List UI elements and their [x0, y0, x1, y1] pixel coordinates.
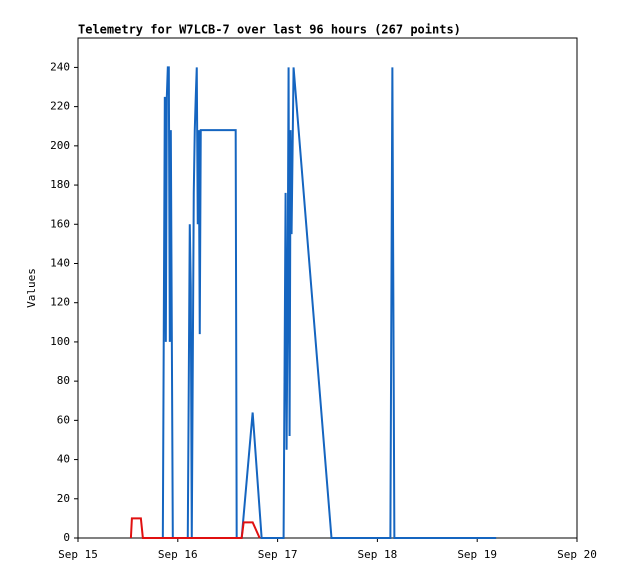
x-tick-label: Sep 18: [358, 548, 398, 561]
y-tick-label: 200: [50, 139, 70, 152]
plot-frame: [77, 37, 578, 539]
x-tick-label: Sep 19: [457, 548, 497, 561]
y-tick-label: 0: [63, 531, 70, 544]
y-tick-label: 220: [50, 100, 70, 113]
x-tick-label: Sep 15: [58, 548, 98, 561]
y-tick-label: 60: [57, 413, 70, 426]
y-tick-label: 160: [50, 217, 70, 230]
y-tick-label: 20: [57, 492, 70, 505]
chart-title: Telemetry for W7LCB-7 over last 96 hours…: [78, 23, 461, 37]
series-line: [129, 517, 261, 539]
series-line: [161, 66, 497, 539]
x-tick-label: Sep 20: [557, 548, 597, 561]
y-tick-label: 120: [50, 296, 70, 309]
y-tick-label: 180: [50, 178, 70, 191]
x-tick-label: Sep 17: [258, 548, 298, 561]
y-tick-label: 240: [50, 60, 70, 73]
x-tick-label: Sep 16: [158, 548, 198, 561]
y-tick-label: 80: [57, 374, 70, 387]
y-tick-label: 100: [50, 335, 70, 348]
y-tick-label: 140: [50, 256, 70, 269]
y-axis-label: Values: [25, 268, 38, 308]
y-tick-label: 40: [57, 453, 70, 466]
